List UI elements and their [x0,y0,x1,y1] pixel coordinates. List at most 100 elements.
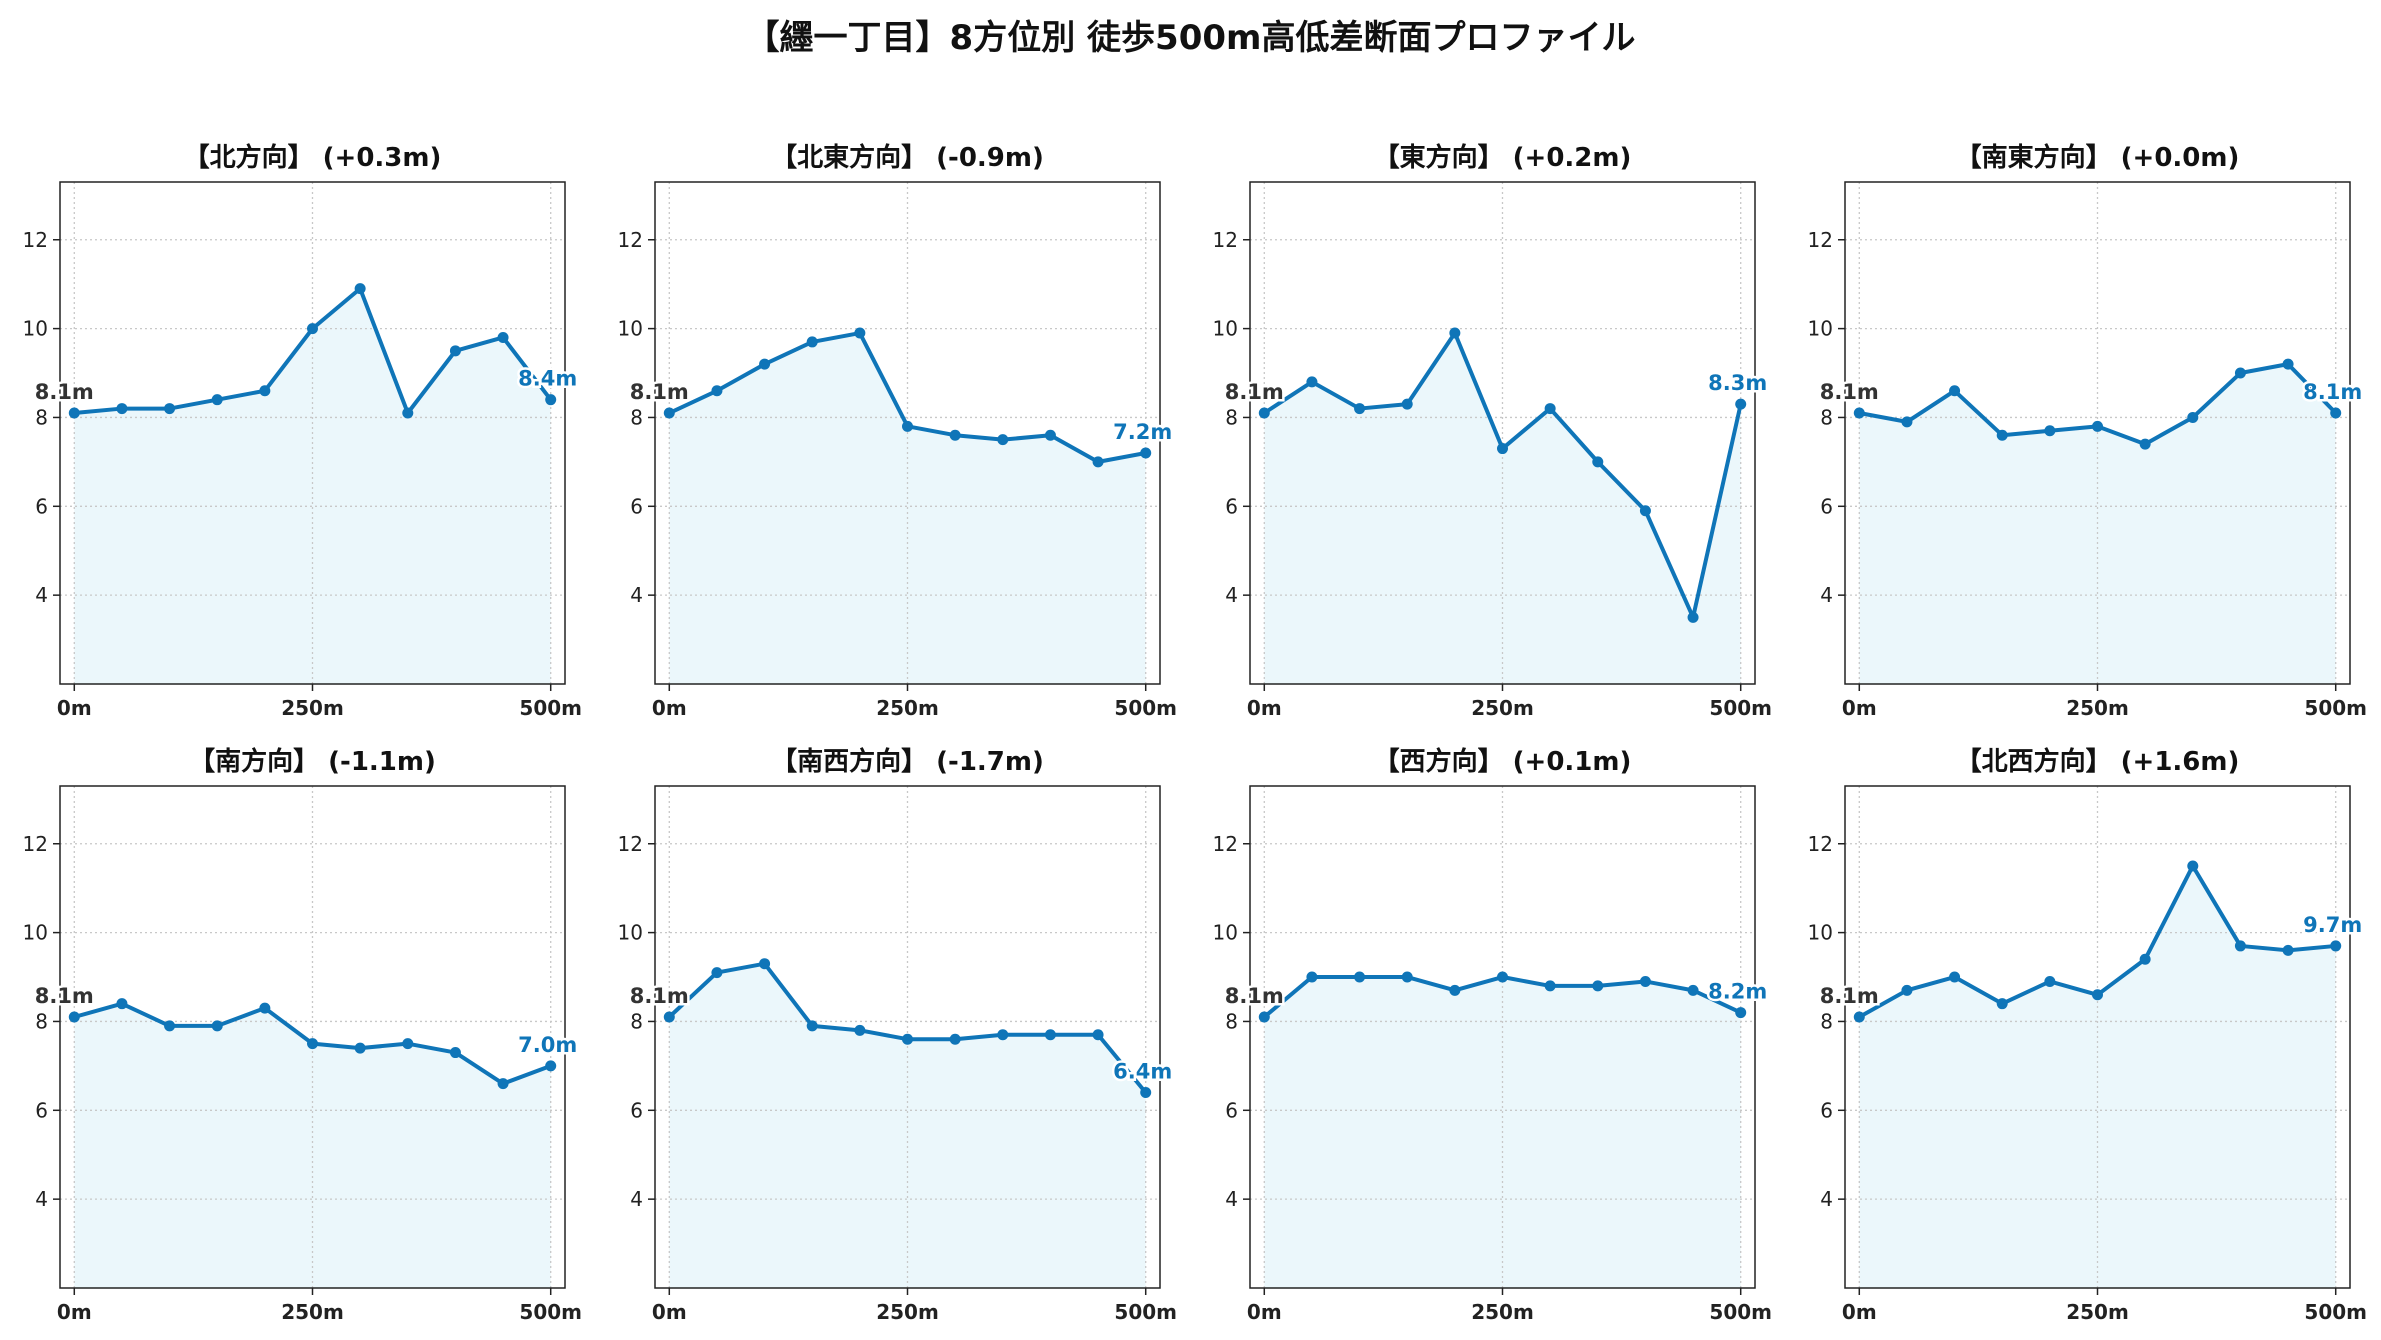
area-fill [74,1003,551,1288]
y-tick-label: 8 [1820,405,1833,429]
x-tick-label: 0m [652,1300,687,1324]
data-point [1354,403,1366,415]
data-point [211,394,223,406]
data-point [1401,398,1413,410]
data-point [2187,860,2199,872]
chart-panel-1: 4 6 8 10 12 0m 250m 500m 8.1m 7.2m 【北東方向】 (-0.9m) [618,142,1177,720]
panel-title: 【南方向】 (-1.1m) [189,746,436,777]
start-elevation-label: 8.1m [1225,380,1284,404]
data-point [164,403,176,415]
data-point [759,358,771,370]
data-point [211,1020,223,1032]
area-fill [669,963,1146,1288]
data-point [307,1038,318,1050]
data-point [545,394,557,406]
y-tick-label: 10 [23,921,48,945]
x-tick-label: 250m [876,1300,939,1324]
data-point [949,1033,961,1045]
end-elevation-label: 9.7m [2303,913,2362,937]
data-point [2282,358,2294,370]
data-point [449,345,461,357]
panel-title: 【西方向】 (+0.1m) [1374,746,1632,777]
data-point [1354,971,1366,983]
y-tick-label: 10 [23,317,48,341]
data-point [402,407,414,419]
data-point [1639,975,1651,987]
data-point [259,1002,271,1014]
data-point [259,385,271,397]
y-tick-label: 8 [1225,405,1238,429]
y-tick-label: 10 [1213,921,1238,945]
y-tick-label: 8 [1225,1009,1238,1033]
data-point [1497,971,1508,983]
data-point [2139,438,2151,450]
x-tick-label: 250m [281,1300,344,1324]
start-elevation-label: 8.1m [630,380,689,404]
data-point [68,1011,80,1023]
chart-panel-6: 4 6 8 10 12 0m 250m 500m 8.1m 8.2m 【西方向】 (+0.1m) [1213,746,1772,1324]
data-point [2282,944,2294,956]
data-point [354,1042,366,1054]
x-tick-label: 250m [2066,1300,2129,1324]
panel-title: 【南東方向】 (+0.0m) [1956,142,2240,173]
data-point [2330,940,2342,952]
data-point [164,1020,176,1032]
x-tick-label: 250m [1471,696,1534,720]
x-tick-label: 500m [519,1300,582,1324]
x-tick-label: 250m [2066,696,2129,720]
data-point [1592,456,1604,468]
data-point [1949,385,1961,397]
data-point [2330,407,2342,419]
y-tick-label: 12 [618,228,643,252]
y-tick-label: 4 [1225,1187,1238,1211]
data-point [759,958,771,970]
data-point [997,1029,1009,1041]
y-tick-label: 6 [1225,1098,1238,1122]
data-point [1306,376,1318,388]
data-point [545,1060,557,1072]
data-point [2044,425,2056,437]
end-elevation-label: 8.3m [1708,371,1767,395]
data-point [1306,971,1318,983]
y-tick-label: 6 [1820,494,1833,518]
panel-title: 【北東方向】 (-0.9m) [771,142,1044,173]
x-tick-label: 500m [1709,696,1772,720]
end-elevation-label: 8.2m [1708,980,1767,1004]
data-point [2044,975,2056,987]
data-point [1092,456,1104,468]
y-tick-label: 10 [618,921,643,945]
chart-panel-5: 4 6 8 10 12 0m 250m 500m 8.1m 6.4m 【南西方向】 (-1.7m) [618,746,1177,1324]
page-title: 【纆一丁目】8方位別 徒歩500m高低差断面プロファイル [745,18,1636,58]
x-tick-label: 500m [2304,1300,2367,1324]
data-point [1639,505,1651,517]
end-elevation-label: 8.4m [518,367,577,391]
y-tick-label: 8 [35,405,48,429]
data-point [1449,984,1461,996]
x-tick-label: 500m [1114,1300,1177,1324]
data-point [711,967,723,979]
data-point [1140,447,1152,459]
data-point [2092,989,2103,1001]
y-tick-label: 6 [630,1098,643,1122]
data-point [116,403,128,415]
y-tick-label: 12 [23,228,48,252]
data-point [1901,416,1913,428]
data-point [1092,1029,1104,1041]
data-point [1544,403,1556,415]
chart-panel-3: 4 6 8 10 12 0m 250m 500m 8.1m 8.1m 【南東方向】 (+0.0m) [1808,142,2367,720]
y-tick-label: 4 [630,583,643,607]
panel-title: 【東方向】 (+0.2m) [1374,142,1632,173]
y-tick-label: 4 [1225,583,1238,607]
data-point [1853,1011,1865,1023]
data-point [663,1011,675,1023]
start-elevation-label: 8.1m [1225,984,1284,1008]
data-point [1853,407,1865,419]
start-elevation-label: 8.1m [35,984,94,1008]
y-tick-label: 4 [1820,583,1833,607]
x-tick-label: 500m [1709,1300,1772,1324]
y-tick-label: 12 [618,832,643,856]
data-point [854,1024,866,1036]
x-tick-label: 0m [652,696,687,720]
data-point [1258,1011,1270,1023]
